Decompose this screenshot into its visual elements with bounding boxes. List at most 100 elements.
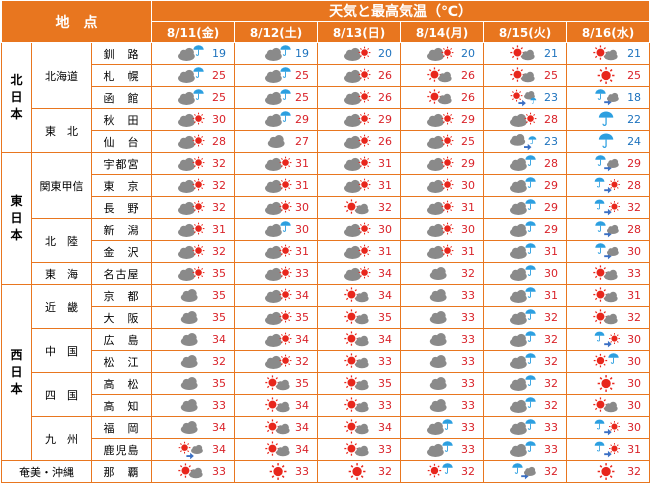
max-temp: 25: [295, 91, 310, 104]
forecast-cell: 33: [317, 350, 402, 373]
forecast-cell: 33: [151, 460, 236, 483]
city-label: 金 沢: [90, 240, 153, 263]
max-temp: 28: [544, 113, 559, 126]
date-header-3: 8/13(日): [317, 21, 402, 43]
max-temp: 31: [627, 443, 642, 456]
forecast-cell: 32: [483, 306, 568, 329]
max-temp: 25: [544, 69, 559, 82]
max-temp: 30: [627, 421, 642, 434]
forecast-cell: 30: [566, 372, 650, 395]
forecast-cell: 32: [483, 372, 568, 395]
table-row: 九 州福 岡 34 34 34 33 33 30: [2, 416, 650, 461]
forecast-cell: 34: [234, 416, 319, 439]
max-temp: 34: [212, 421, 227, 434]
group-label: 東 北: [31, 108, 92, 153]
forecast-cell: 34: [234, 284, 319, 307]
forecast-cell: 33: [400, 372, 485, 395]
forecast-cell: 35: [234, 372, 319, 395]
max-temp: 29: [544, 201, 559, 214]
forecast-cell: 31: [317, 152, 402, 175]
forecast-cell: 26: [400, 64, 485, 87]
group-label: 九 州: [31, 416, 92, 461]
forecast-cell: 33: [317, 394, 402, 417]
table-row: 東 京 32 31 31 30 29 28: [2, 174, 650, 197]
forecast-cell: 34: [234, 328, 319, 351]
max-temp: 29: [461, 157, 476, 170]
forecast-cell: 33: [317, 438, 402, 461]
city-label: 釧 路: [90, 42, 153, 65]
max-temp: 34: [212, 443, 227, 456]
max-temp: 23: [544, 91, 559, 104]
max-temp: 32: [627, 311, 642, 324]
forecast-cell: 32: [566, 460, 650, 483]
forecast-cell: 30: [400, 218, 485, 241]
forecast-cell: 34: [151, 438, 236, 461]
city-label: 鹿児島: [90, 438, 153, 461]
forecast-cell: 32: [317, 460, 402, 483]
region-label: 奄美・沖縄: [1, 460, 92, 483]
max-temp: 21: [544, 47, 559, 60]
max-temp: 31: [378, 157, 393, 170]
max-temp: 31: [544, 245, 559, 258]
max-temp: 30: [295, 201, 310, 214]
max-temp: 33: [461, 443, 476, 456]
max-temp: 24: [627, 135, 642, 148]
forecast-cell: 34: [234, 394, 319, 417]
forecast-cell: 31: [566, 438, 650, 461]
forecast-cell: 33: [400, 416, 485, 439]
max-temp: 30: [627, 399, 642, 412]
forecast-cell: 30: [566, 394, 650, 417]
forecast-cell: 24: [566, 130, 650, 153]
forecast-cell: 26: [317, 86, 402, 109]
forecast-cell: 31: [317, 174, 402, 197]
forecast-cell: 28: [566, 174, 650, 197]
group-label: 近 畿: [31, 284, 92, 329]
forecast-cell: 33: [234, 460, 319, 483]
forecast-cell: 33: [400, 306, 485, 329]
max-temp: 33: [461, 333, 476, 346]
table-row: 東 日 本関東甲信 宇都宮 32 31 31 29 28 29: [1, 152, 650, 285]
date-header-2: 8/12(土): [234, 21, 319, 43]
group-label: 関東甲信: [31, 152, 92, 219]
forecast-cell: 28: [151, 130, 236, 153]
max-temp: 35: [212, 377, 227, 390]
forecast-cell: 29: [566, 152, 650, 175]
forecast-cell: 35: [317, 306, 402, 329]
date-header-5: 8/15(火): [483, 21, 568, 43]
max-temp: 32: [212, 201, 227, 214]
forecast-cell: 32: [483, 460, 568, 483]
table-title: 天気と最高気温（℃）: [151, 0, 650, 22]
forecast-cell: 33: [400, 394, 485, 417]
table-row: 函 館 25 25 26 26 23 18: [2, 86, 650, 109]
max-temp: 34: [378, 333, 393, 346]
forecast-cell: 30: [566, 240, 650, 263]
forecast-cell: 25: [151, 64, 236, 87]
max-temp: 31: [295, 179, 310, 192]
forecast-cell: 19: [234, 42, 319, 65]
forecast-cell: 20: [317, 42, 402, 65]
forecast-cell: 33: [483, 416, 568, 439]
max-temp: 34: [295, 399, 310, 412]
forecast-cell: 26: [317, 64, 402, 87]
max-temp: 29: [378, 113, 393, 126]
city-label: 秋 田: [90, 108, 153, 131]
forecast-cell: 25: [483, 64, 568, 87]
max-temp: 26: [461, 91, 476, 104]
max-temp: 34: [295, 333, 310, 346]
max-temp: 25: [295, 69, 310, 82]
max-temp: 31: [295, 245, 310, 258]
max-temp: 29: [295, 113, 310, 126]
max-temp: 32: [212, 157, 227, 170]
forecast-cell: 31: [566, 284, 650, 307]
forecast-cell: 34: [151, 416, 236, 439]
max-temp: 32: [544, 377, 559, 390]
table-row: 東 海名古屋 35 33 34 32 30 33: [2, 262, 650, 285]
city-label: 大 阪: [90, 306, 153, 329]
max-temp: 35: [212, 289, 227, 302]
max-temp: 22: [627, 113, 642, 126]
forecast-cell: 31: [151, 218, 236, 241]
max-temp: 20: [461, 47, 476, 60]
forecast-cell: 29: [483, 196, 568, 219]
forecast-cell: 29: [483, 174, 568, 197]
region-label: 西 日 本: [1, 284, 32, 461]
